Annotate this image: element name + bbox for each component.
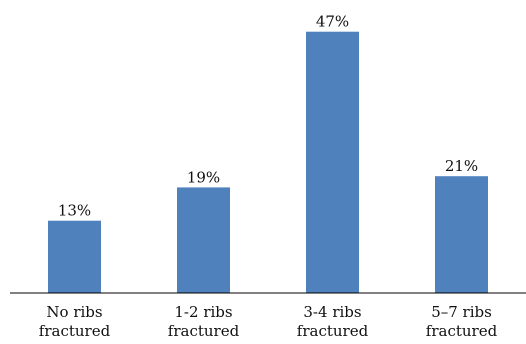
data-label-1: 19%: [187, 168, 220, 186]
x-tick-label-line: fractured: [297, 322, 369, 340]
bar-0: [48, 220, 101, 293]
x-tick-label-2: 3-4 ribs fractured: [297, 303, 369, 340]
x-tick-label-3: 5–7 ribs fractured: [426, 303, 498, 340]
x-tick-label-line: fractured: [39, 322, 111, 340]
bar-3: [435, 176, 488, 293]
x-tick-label-0: No ribs fractured: [39, 303, 111, 340]
bar-2: [306, 31, 359, 293]
data-label-0: 13%: [58, 202, 91, 220]
data-label-2: 47%: [316, 13, 349, 31]
bar-1: [177, 187, 230, 293]
x-tick-label-line: 5–7 ribs: [431, 303, 492, 321]
x-tick-label-1: 1-2 ribs fractured: [168, 303, 240, 340]
x-tick-label-line: 1-2 ribs: [174, 303, 232, 321]
x-tick-label-line: fractured: [426, 322, 498, 340]
bars-group: [48, 31, 488, 293]
data-label-3: 21%: [445, 157, 478, 175]
data-labels-group: 13% 19% 47% 21%: [58, 13, 478, 220]
x-tick-label-line: 3-4 ribs: [303, 303, 361, 321]
x-tick-label-line: fractured: [168, 322, 240, 340]
x-tick-label-line: No ribs: [46, 303, 102, 321]
